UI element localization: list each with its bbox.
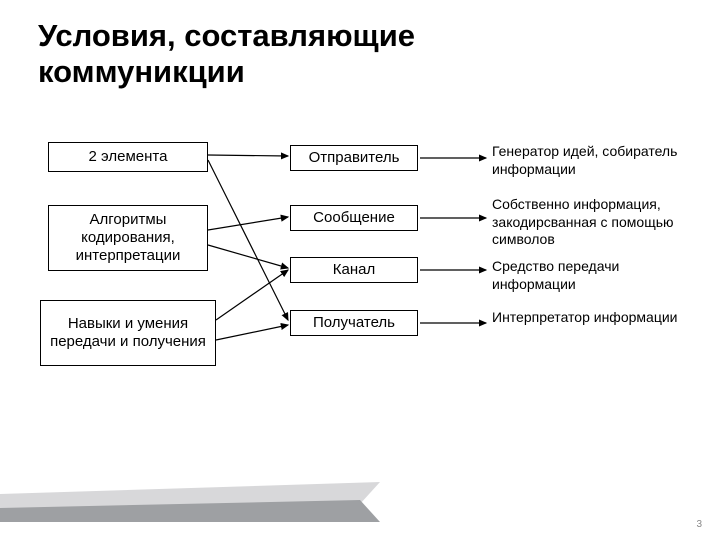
element-box-2: Канал [290,257,418,283]
element-box-3: Получатель [290,310,418,336]
title-line2: коммуникции [38,54,245,89]
condition-box-0: 2 элемента [48,142,208,172]
slide-decoration [0,482,380,522]
description-0: Генератор идей, собиратель информации [492,143,692,178]
element-box-1: Сообщение [290,205,418,231]
page-number: 3 [696,519,702,530]
title-line1: Условия, составляющие [38,18,415,53]
description-2: Средство передачи информации [492,258,692,293]
condition-box-1: Алгоритмы кодирования, интерпретации [48,205,208,271]
description-3: Интерпретатор информации [492,309,692,327]
element-box-0: Отправитель [290,145,418,171]
condition-box-2: Навыки и умения передачи и получения [40,300,216,366]
slide-title: Условия, составляющие коммуникции [38,18,415,89]
description-1: Собственно информация, закодирсванная с … [492,196,700,249]
